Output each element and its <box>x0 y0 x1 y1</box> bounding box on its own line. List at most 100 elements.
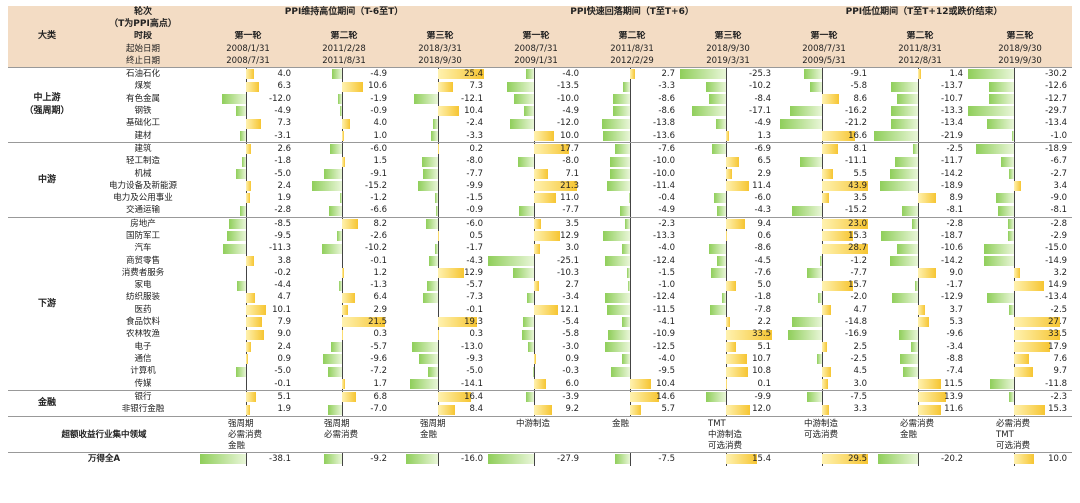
value-cell: -6.0 <box>296 142 392 156</box>
value-label: 7.9 <box>277 317 291 328</box>
value-label: 4.7 <box>277 292 291 303</box>
sector-excess-return-table: 大类 轮次 PPI维持高位期间（T-6至T） PPI快速回落期间（T至T+6） PPI低… <box>8 6 1073 466</box>
value-label: -38.1 <box>269 453 291 464</box>
value-cell: 10.8 <box>680 365 776 378</box>
value-bar <box>630 392 660 403</box>
round-label: 第三轮 <box>968 30 1073 43</box>
value-cell: -2.5 <box>872 142 969 156</box>
value-bar <box>792 317 823 328</box>
value-cell: -2.3 <box>968 390 1073 404</box>
value-label: -0.2 <box>274 267 291 278</box>
value-label: 17.7 <box>560 143 580 154</box>
value-bar <box>822 181 869 192</box>
value-cell: 0.3 <box>296 328 392 342</box>
value-label: -21.9 <box>941 130 964 141</box>
value-cell: 6.8 <box>296 390 392 404</box>
value-bar <box>1014 342 1050 353</box>
value-label: -25.1 <box>557 255 580 266</box>
value-cell: -8.5 <box>200 217 296 231</box>
value-label: 10.0 <box>1048 453 1068 464</box>
value-bar <box>518 156 535 167</box>
value-bar <box>988 81 1015 92</box>
value-cell: -4.3 <box>392 254 488 268</box>
value-label: -7.3 <box>466 292 484 303</box>
industry-name: 基础化工 <box>125 118 160 129</box>
value-cell: 23.0 <box>776 217 873 231</box>
value-label: -13.8 <box>653 118 676 129</box>
value-cell: 8.9 <box>872 192 968 205</box>
value-label: 7.3 <box>277 118 291 129</box>
value-label: 2.7 <box>661 69 676 80</box>
value-bar <box>726 366 748 377</box>
value-bar <box>328 205 342 216</box>
zero-axis <box>246 129 247 143</box>
value-label: -6.9 <box>754 143 772 154</box>
zero-axis <box>630 93 632 106</box>
zero-axis <box>246 204 247 218</box>
industry-name: 通信 <box>134 353 152 364</box>
value-bar <box>1014 366 1034 377</box>
zero-axis <box>630 453 632 466</box>
value-cell: -7.8 <box>680 304 776 317</box>
value-cell: 14.9 <box>968 279 1072 292</box>
index-value-cell: 10.0 <box>968 451 1073 466</box>
value-bar <box>708 243 726 254</box>
zero-axis <box>822 291 824 305</box>
summary-cell: TMT 中游制造 可选消费 <box>680 415 777 453</box>
value-cell: -11.5 <box>584 304 680 317</box>
value-bar <box>246 292 256 303</box>
value-cell: 15.7 <box>776 279 872 292</box>
table-row: 下游 房地产 -8.5 8.2 -6.0 3.5 -2.3 9.4 23.0 -2.8 -2.8 <box>8 217 1073 391</box>
value-cell: -5.0 <box>392 365 488 378</box>
value-bar <box>534 243 541 254</box>
zero-axis <box>918 341 920 354</box>
value-bar <box>726 354 748 365</box>
start-date: 2011/8/31 <box>584 42 681 56</box>
value-label: -1.2 <box>370 193 387 204</box>
value-label: -2.3 <box>1050 391 1068 402</box>
value-cell: 6.5 <box>680 155 776 168</box>
value-bar <box>323 453 342 464</box>
value-cell: 3.7 <box>872 304 968 317</box>
index-value-cell: -27.9 <box>488 451 585 466</box>
round-label: 第二轮 <box>296 30 392 43</box>
value-bar <box>323 168 342 179</box>
value-cell: -8.1 <box>872 204 968 218</box>
value-label: -9.2 <box>370 453 387 464</box>
value-bar <box>412 342 438 353</box>
table-row: 汽车 -11.3 -10.2 -1.7 3.0 -4.0 -8.6 28.7 -10.6 -15.… <box>8 242 1072 255</box>
value-cell: 7.1 <box>488 167 584 181</box>
zero-axis <box>1014 155 1016 168</box>
value-bar <box>246 305 267 316</box>
value-bar <box>714 193 727 204</box>
zero-axis <box>534 105 536 118</box>
zero-axis <box>822 204 824 218</box>
industry-name: 医药 <box>134 304 152 315</box>
value-bar <box>524 106 534 117</box>
value-bar <box>818 292 823 303</box>
zero-axis <box>918 230 920 243</box>
zero-axis <box>534 391 536 404</box>
value-cell: -3.3 <box>392 129 488 143</box>
zero-axis <box>822 254 824 268</box>
table-row: 家电 -4.4 -1.3 -5.7 2.7 -1.0 5.0 15.7 -1.7 14.9 <box>8 279 1072 292</box>
index-value-cell: -7.5 <box>584 451 681 466</box>
value-bar <box>726 168 732 179</box>
value-bar <box>726 156 740 167</box>
value-bar <box>605 342 631 353</box>
value-label: 1.7 <box>373 378 387 389</box>
zero-axis <box>630 279 632 292</box>
value-bar <box>534 231 560 242</box>
value-cell: -12.9 <box>872 291 968 305</box>
value-cell: 5.7 <box>584 403 680 417</box>
zero-axis <box>630 143 632 156</box>
summary-cell: 必需消费 TMT 可选消费 <box>968 415 1073 453</box>
summary-cell: 强周期 金融 <box>392 415 489 453</box>
value-bar <box>610 156 631 167</box>
value-bar <box>822 193 830 204</box>
value-label: 11.0 <box>560 193 580 204</box>
value-cell: 8.4 <box>392 403 488 417</box>
value-cell: -21.2 <box>776 117 872 130</box>
value-bar <box>608 329 630 340</box>
value-label: 2.6 <box>277 143 291 154</box>
